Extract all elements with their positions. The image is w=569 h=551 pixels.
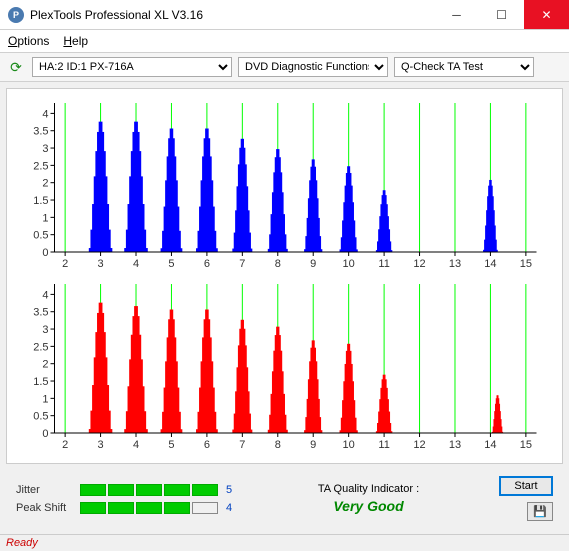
menu-options[interactable]: Options xyxy=(8,34,49,48)
meter-block xyxy=(192,484,218,496)
svg-text:5: 5 xyxy=(168,258,174,270)
titlebar: P PlexTools Professional XL V3.16 ─ ☐ ✕ xyxy=(0,0,569,30)
meter-block xyxy=(164,484,190,496)
meter-block xyxy=(192,502,218,514)
refresh-icon[interactable]: ⟳ xyxy=(6,57,26,77)
bottom-panel: Jitter 5 Peak Shift 4 TA Quality Indicat… xyxy=(6,470,563,527)
function-select[interactable]: DVD Diagnostic Functions xyxy=(238,57,388,77)
svg-text:0.5: 0.5 xyxy=(33,230,48,242)
svg-text:6: 6 xyxy=(204,258,210,270)
svg-text:10: 10 xyxy=(343,258,355,270)
jitter-row: Jitter 5 xyxy=(16,484,238,496)
svg-text:3: 3 xyxy=(42,143,48,155)
svg-text:2: 2 xyxy=(62,439,68,451)
window-title: PlexTools Professional XL V3.16 xyxy=(30,8,434,22)
window-controls: ─ ☐ ✕ xyxy=(434,0,569,29)
quality-value: Very Good xyxy=(268,498,469,514)
close-button[interactable]: ✕ xyxy=(524,0,569,29)
test-select[interactable]: Q-Check TA Test xyxy=(394,57,534,77)
menubar: Options Help xyxy=(0,30,569,53)
svg-text:3.5: 3.5 xyxy=(33,307,48,319)
svg-text:0: 0 xyxy=(42,247,48,259)
svg-text:0: 0 xyxy=(42,428,48,440)
save-icon-button[interactable]: 💾 xyxy=(527,502,553,521)
svg-text:2: 2 xyxy=(42,359,48,371)
svg-text:14: 14 xyxy=(484,258,496,270)
quality-label: TA Quality Indicator : xyxy=(268,483,469,495)
svg-text:12: 12 xyxy=(413,439,425,451)
meter-block xyxy=(80,502,106,514)
maximize-button[interactable]: ☐ xyxy=(479,0,524,29)
svg-text:2: 2 xyxy=(42,178,48,190)
svg-text:9: 9 xyxy=(310,258,316,270)
svg-text:15: 15 xyxy=(520,439,532,451)
meter-block xyxy=(136,484,162,496)
meter-block xyxy=(164,502,190,514)
peak-shift-row: Peak Shift 4 xyxy=(16,502,238,514)
chart-top: 0 0.5 1 1.5 2 2.5 3 3.5 4 2 3 4 5 6 7 8 9 10 11 12 13 14 15 xyxy=(15,97,554,272)
svg-text:3: 3 xyxy=(98,439,104,451)
peak-shift-value: 4 xyxy=(226,502,238,514)
status-text: Ready xyxy=(6,537,38,549)
svg-text:2.5: 2.5 xyxy=(33,160,48,172)
svg-text:4: 4 xyxy=(133,439,139,451)
action-buttons: Start 💾 xyxy=(499,476,553,521)
toolbar: ⟳ HA:2 ID:1 PX-716A DVD Diagnostic Funct… xyxy=(0,53,569,82)
svg-text:0.5: 0.5 xyxy=(33,411,48,423)
svg-text:14: 14 xyxy=(484,439,496,451)
svg-text:7: 7 xyxy=(239,439,245,451)
svg-text:2.5: 2.5 xyxy=(33,341,48,353)
svg-text:11: 11 xyxy=(378,258,389,270)
start-button[interactable]: Start xyxy=(499,476,553,496)
svg-text:5: 5 xyxy=(168,439,174,451)
peak-shift-blocks xyxy=(80,502,218,514)
app-icon: P xyxy=(8,7,24,23)
svg-text:2: 2 xyxy=(62,258,68,270)
jitter-value: 5 xyxy=(226,484,238,496)
svg-text:3: 3 xyxy=(42,324,48,336)
svg-text:13: 13 xyxy=(449,439,461,451)
svg-text:10: 10 xyxy=(343,439,355,451)
svg-text:9: 9 xyxy=(310,439,316,451)
svg-text:4: 4 xyxy=(42,108,48,120)
svg-text:12: 12 xyxy=(413,258,425,270)
chart-area: 00.511.522.533.5423456789101112131415 00… xyxy=(6,88,563,464)
quality-indicator: TA Quality Indicator : Very Good xyxy=(268,483,469,514)
meter-block xyxy=(80,484,106,496)
svg-text:13: 13 xyxy=(449,258,461,270)
chart-bottom: 0 0.5 1 1.5 2 2.5 3 3.5 4 2 3 4 5 6 7 8 9 10 11 12 13 14 15 xyxy=(15,278,554,453)
statusbar: Ready xyxy=(0,534,569,551)
jitter-blocks xyxy=(80,484,218,496)
svg-text:6: 6 xyxy=(204,439,210,451)
minimize-button[interactable]: ─ xyxy=(434,0,479,29)
svg-text:1.5: 1.5 xyxy=(33,195,48,207)
svg-text:8: 8 xyxy=(275,439,281,451)
svg-text:1.5: 1.5 xyxy=(33,376,48,388)
peak-shift-label: Peak Shift xyxy=(16,502,72,514)
meter-block xyxy=(108,502,134,514)
svg-text:1: 1 xyxy=(42,393,48,405)
svg-text:3.5: 3.5 xyxy=(33,126,48,138)
meter-block xyxy=(108,484,134,496)
svg-text:15: 15 xyxy=(520,258,532,270)
svg-text:8: 8 xyxy=(275,258,281,270)
svg-text:4: 4 xyxy=(42,289,48,301)
menu-help[interactable]: Help xyxy=(63,34,88,48)
device-select[interactable]: HA:2 ID:1 PX-716A xyxy=(32,57,232,77)
svg-text:11: 11 xyxy=(378,439,389,451)
svg-text:3: 3 xyxy=(98,258,104,270)
jitter-label: Jitter xyxy=(16,484,72,496)
svg-text:1: 1 xyxy=(42,212,48,224)
meter-block xyxy=(136,502,162,514)
svg-text:7: 7 xyxy=(239,258,245,270)
metrics: Jitter 5 Peak Shift 4 xyxy=(16,484,238,514)
svg-text:4: 4 xyxy=(133,258,139,270)
